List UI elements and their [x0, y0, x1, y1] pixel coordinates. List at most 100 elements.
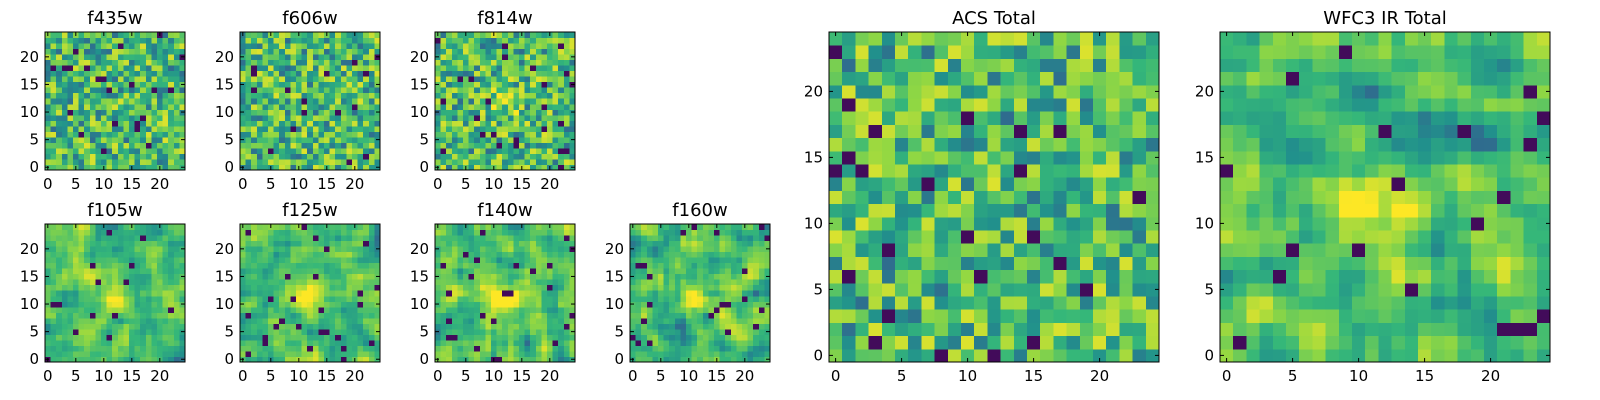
heatmap-cell [463, 98, 470, 105]
heatmap-cell [474, 98, 481, 105]
y-tick-label: 5 [224, 323, 234, 341]
heatmap-cell [101, 37, 108, 44]
heatmap-cell [352, 48, 359, 55]
heatmap-cell [179, 142, 186, 149]
heatmap-cell [256, 229, 263, 236]
heatmap-cell [764, 345, 771, 352]
heatmap-cell [162, 350, 169, 357]
heatmap-cell [563, 235, 570, 242]
heatmap-cell [329, 153, 336, 160]
heatmap-cell [468, 262, 475, 269]
heatmap-cell [346, 136, 353, 143]
heatmap-cell [547, 43, 554, 50]
heatmap-cell [73, 98, 80, 105]
heatmap-cell [708, 224, 715, 231]
heatmap-cell [674, 268, 681, 275]
heatmap-cell [374, 92, 381, 99]
heatmap-cell [352, 251, 359, 258]
heatmap-cell [134, 235, 141, 242]
heatmap-cell [535, 125, 542, 132]
heatmap-cell [78, 48, 85, 55]
heatmap-cell [95, 65, 102, 72]
heatmap-cell [45, 262, 52, 269]
heatmap-cell [742, 257, 749, 264]
heatmap-cell [89, 153, 96, 160]
heatmap-cell [451, 240, 458, 247]
heatmap-cell [162, 59, 169, 66]
heatmap-cell [340, 295, 347, 302]
heatmap-cell [708, 312, 715, 319]
heatmap-cell [173, 345, 180, 352]
heatmap-cell [78, 268, 85, 275]
heatmap-cell [173, 59, 180, 66]
heatmap-cell [245, 109, 252, 116]
heatmap-cell [569, 229, 576, 236]
heatmap-cell [702, 290, 709, 297]
heatmap-cell [168, 54, 175, 61]
heatmap-cell [895, 282, 909, 297]
heatmap-cell [524, 295, 531, 302]
heatmap-cell [268, 290, 275, 297]
heatmap-cell [974, 282, 988, 297]
heatmap-cell [524, 273, 531, 280]
heatmap-cell [240, 131, 247, 138]
heatmap-cell [290, 142, 297, 149]
heatmap-cell [742, 295, 749, 302]
heatmap-cell [134, 328, 141, 335]
heatmap-cell [468, 235, 475, 242]
heatmap-cell [730, 312, 737, 319]
heatmap-cell [335, 240, 342, 247]
heatmap-cell [140, 240, 147, 247]
heatmap-cell [296, 284, 303, 291]
heatmap-cell [67, 65, 74, 72]
heatmap-cell [1027, 177, 1041, 191]
heatmap-cell [279, 142, 286, 149]
heatmap-cell [502, 356, 509, 363]
heatmap-cell [563, 251, 570, 258]
heatmap-cell [674, 279, 681, 286]
heatmap-cell [513, 48, 520, 55]
heatmap-cell [742, 290, 749, 297]
heatmap-cell [474, 43, 481, 50]
heatmap-cell [646, 240, 653, 247]
heatmap-cell [251, 323, 258, 330]
heatmap-cell [324, 147, 331, 154]
heatmap-cell [446, 273, 453, 280]
heatmap-cell [101, 262, 108, 269]
heatmap-cell [279, 54, 286, 61]
heatmap-cell [363, 87, 370, 94]
heatmap-cell [921, 230, 936, 244]
heatmap-cell [157, 328, 164, 335]
heatmap-cell [256, 290, 263, 297]
heatmap-cell [312, 284, 319, 291]
heatmap-cell [56, 103, 63, 110]
heatmap-cell [335, 103, 342, 110]
heatmap-cell [290, 262, 297, 269]
heatmap-cell [451, 328, 458, 335]
heatmap-cell [451, 114, 458, 121]
panel-title: f606w [282, 8, 337, 29]
heatmap-cell [245, 312, 252, 319]
heatmap-cell [296, 125, 303, 132]
heatmap-cell [961, 348, 975, 363]
heatmap-cell [112, 109, 119, 116]
heatmap-cell [268, 48, 275, 55]
heatmap-cell [1093, 243, 1107, 257]
heatmap-cell [296, 87, 303, 94]
heatmap-cell [563, 328, 570, 335]
heatmap-cell [435, 114, 442, 121]
heatmap-cell [296, 65, 303, 72]
heatmap-cell [162, 43, 169, 50]
heatmap-cell [468, 268, 475, 275]
heatmap-cell [652, 240, 659, 247]
heatmap-cell [50, 136, 57, 143]
heatmap-cell [691, 312, 698, 319]
heatmap-cell [279, 356, 286, 363]
heatmap-cell [363, 43, 370, 50]
heatmap-cell [513, 262, 520, 269]
heatmap-cell [496, 87, 503, 94]
heatmap-cell [312, 317, 319, 324]
heatmap-cell [117, 279, 124, 286]
heatmap-cell [56, 317, 63, 324]
heatmap-cell [513, 158, 520, 165]
